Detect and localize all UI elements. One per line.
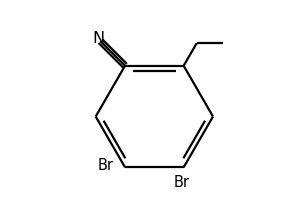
Text: Br: Br <box>98 158 113 173</box>
Text: N: N <box>92 31 104 46</box>
Text: Br: Br <box>173 175 190 190</box>
